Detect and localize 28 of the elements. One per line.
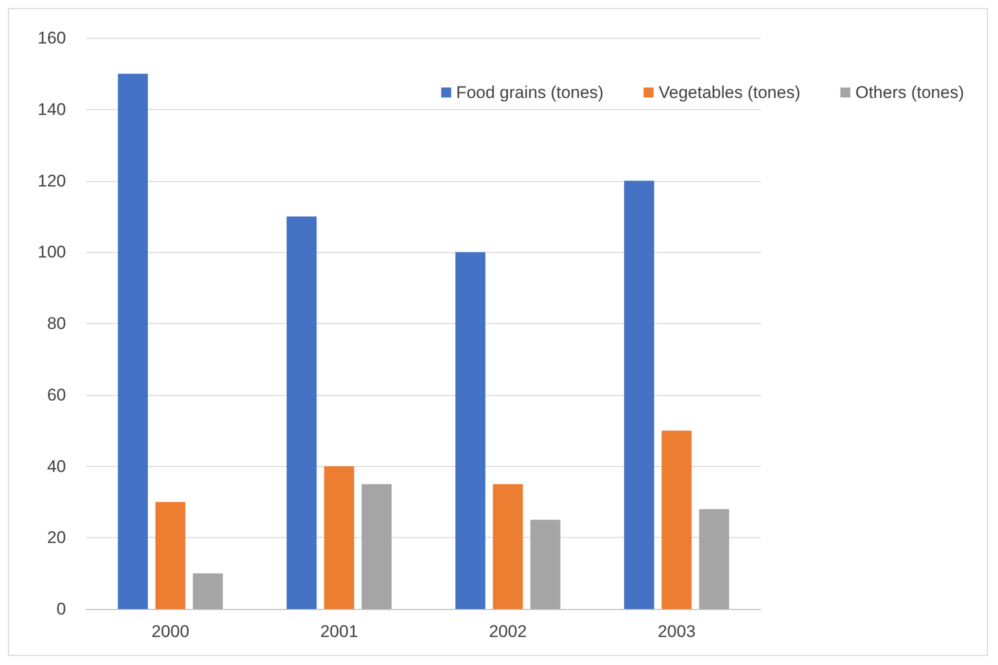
- bar: [662, 430, 692, 609]
- bar: [324, 466, 354, 609]
- x-tick-label: 2000: [151, 622, 190, 641]
- bar: [362, 484, 392, 609]
- legend-label: Others (tones): [855, 83, 964, 102]
- bar: [699, 509, 730, 609]
- y-tick-label: 80: [47, 314, 66, 333]
- y-tick-label: 160: [38, 28, 66, 48]
- bar: [286, 216, 317, 609]
- bar: [624, 180, 654, 609]
- legend-label: Food grains (tones): [456, 83, 604, 102]
- y-tick-label: 20: [47, 528, 66, 548]
- x-tick-label: 2003: [658, 622, 696, 641]
- bar: [192, 573, 223, 609]
- y-tick-label: 100: [38, 242, 66, 262]
- bar: [530, 520, 560, 609]
- y-tick-label: 40: [47, 456, 66, 476]
- bar: [155, 502, 186, 609]
- legend-label: Vegetables (tones): [658, 83, 800, 102]
- x-tick-label: 2002: [488, 622, 527, 641]
- x-tick-label: 2001: [320, 622, 358, 641]
- bar: [492, 484, 523, 609]
- y-tick-label: 0: [56, 600, 66, 618]
- y-tick-label: 140: [38, 100, 66, 119]
- bar: [455, 252, 486, 609]
- y-tick-label: 60: [47, 385, 66, 404]
- y-tick-label: 120: [38, 171, 66, 190]
- bar: [118, 74, 148, 609]
